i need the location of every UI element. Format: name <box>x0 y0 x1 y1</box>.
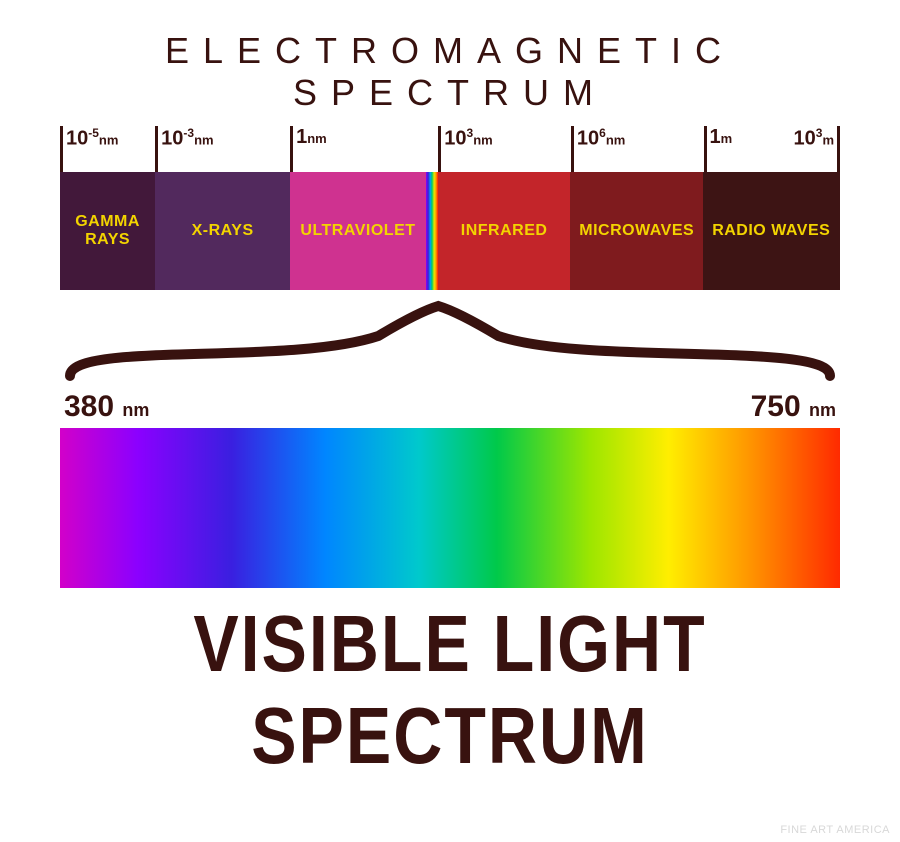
bottom-title: VISIBLE LIGHT SPECTRUM <box>60 598 840 782</box>
scale-tick-label: 103nm <box>444 126 492 151</box>
visible-min-unit: nm <box>122 400 149 420</box>
em-band: X-RAYS <box>155 172 290 290</box>
em-band: INFRARED <box>438 172 571 290</box>
wavelength-scale: 10-5nm 10-3nm 1nm 103nm 106nm 1m 103m <box>60 126 840 172</box>
top-title: ELECTROMAGNETIC SPECTRUM <box>60 30 840 114</box>
em-band: RADIO WAVES <box>703 172 840 290</box>
visible-min: 380 nm <box>64 390 149 424</box>
brace <box>60 298 840 388</box>
visible-max-value: 750 <box>751 390 801 423</box>
visible-spectrum-bar <box>60 428 840 588</box>
scale-tick <box>438 126 441 172</box>
scale-tick <box>837 126 840 172</box>
scale-tick <box>60 126 63 172</box>
scale-tick-label: 1m <box>710 126 733 149</box>
scale-tick-label: 10-3nm <box>161 126 213 151</box>
scale-tick <box>571 126 574 172</box>
visible-max: 750 nm <box>751 390 836 424</box>
visible-max-unit: nm <box>809 400 836 420</box>
em-band: MICROWAVES <box>570 172 703 290</box>
visible-range-labels: 380 nm 750 nm <box>60 390 840 424</box>
watermark: FINE ART AMERICA <box>780 824 890 836</box>
scale-tick-label: 10-5nm <box>66 126 118 151</box>
em-band: GAMMARAYS <box>60 172 155 290</box>
em-bands: GAMMARAYSX-RAYSULTRAVIOLETINFRAREDMICROW… <box>60 172 840 290</box>
visible-min-value: 380 <box>64 390 114 423</box>
visible-sliver <box>426 172 438 290</box>
scale-tick-label: 1nm <box>296 126 327 149</box>
em-band: ULTRAVIOLET <box>290 172 426 290</box>
scale-tick-label: 103m <box>794 126 835 151</box>
scale-tick <box>704 126 707 172</box>
scale-tick-label: 106nm <box>577 126 625 151</box>
scale-tick <box>155 126 158 172</box>
scale-tick <box>290 126 293 172</box>
